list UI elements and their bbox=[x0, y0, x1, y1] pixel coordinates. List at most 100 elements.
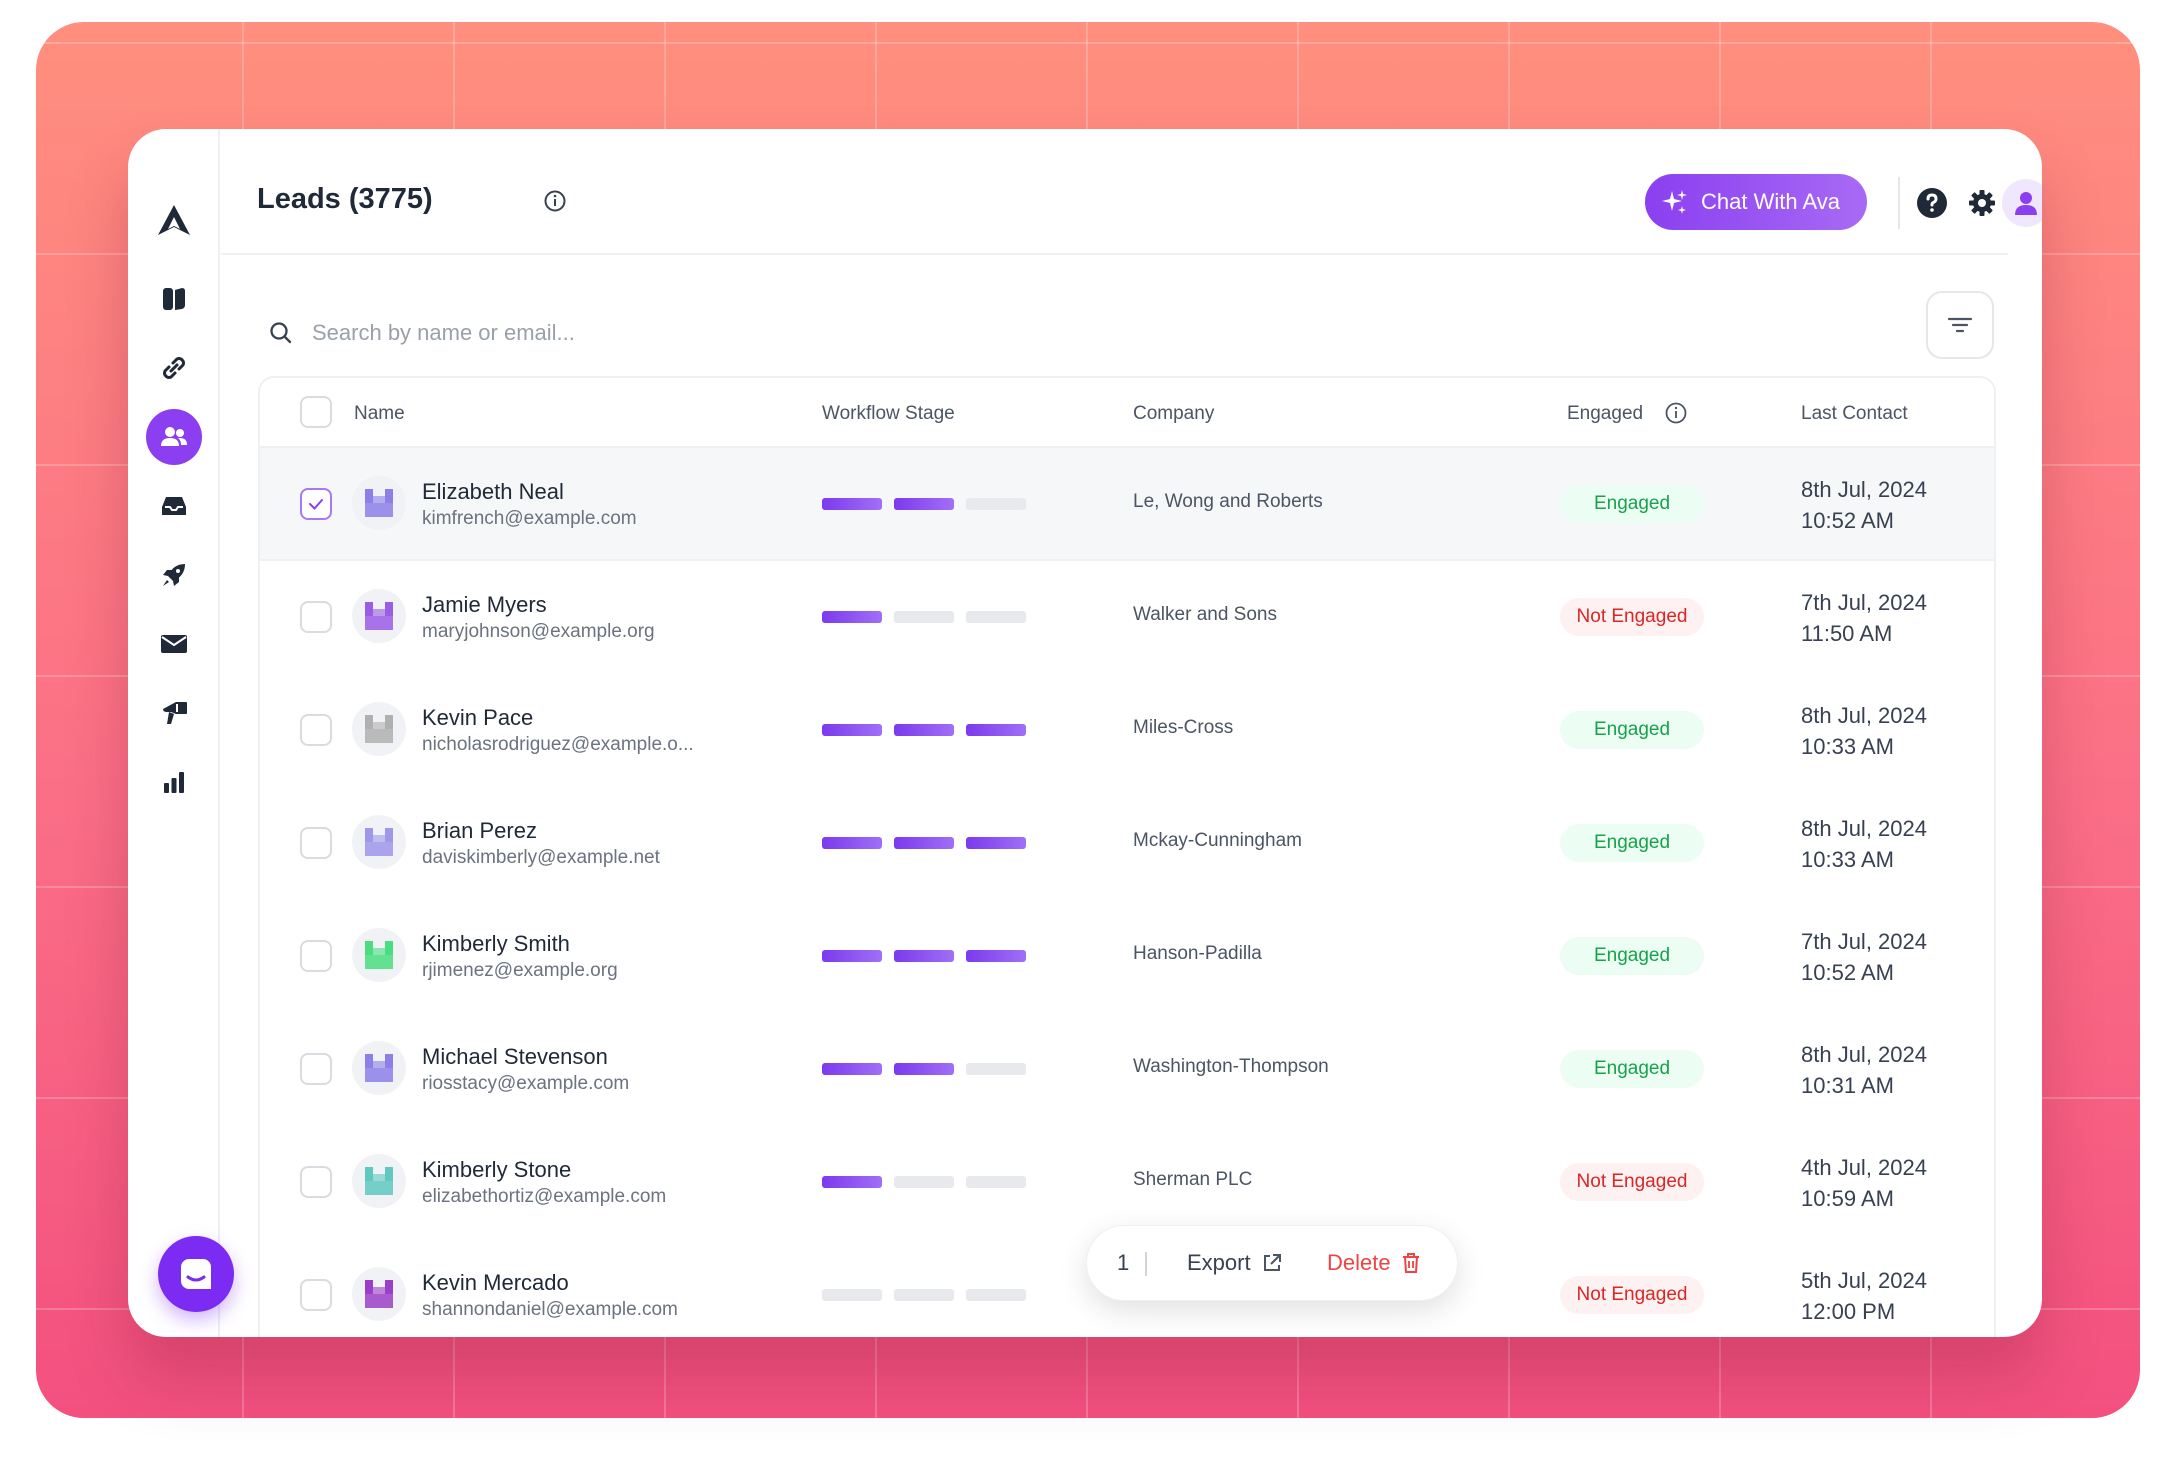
last-contact: 7th Jul, 2024 11:50 AM bbox=[1801, 587, 1927, 649]
search-icon bbox=[270, 322, 292, 344]
column-header-company[interactable]: Company bbox=[1133, 403, 1215, 424]
last-contact-time: 10:33 AM bbox=[1801, 847, 1894, 872]
sidebar-item-links[interactable] bbox=[146, 340, 202, 396]
app-logo[interactable] bbox=[145, 191, 203, 249]
row-checkbox[interactable] bbox=[300, 827, 332, 859]
sidebar-item-book[interactable] bbox=[146, 271, 202, 327]
workflow-stage-progress bbox=[822, 498, 1026, 510]
sidebar bbox=[128, 129, 234, 1337]
lead-avatar bbox=[352, 589, 406, 643]
link-icon bbox=[163, 357, 185, 379]
column-header-name[interactable]: Name bbox=[354, 403, 405, 424]
last-contact-date: 5th Jul, 2024 bbox=[1801, 1268, 1927, 1293]
last-contact-date: 8th Jul, 2024 bbox=[1801, 816, 1927, 841]
lead-name[interactable]: Brian Perez bbox=[422, 818, 537, 843]
row-checkbox[interactable] bbox=[300, 940, 332, 972]
stage-segment bbox=[966, 1063, 1026, 1075]
sidebar-item-leads[interactable] bbox=[146, 409, 202, 465]
table-header: Name Workflow Stage Company Engaged Last… bbox=[260, 378, 1994, 448]
table-row[interactable]: Jamie Myers maryjohnson@example.org Walker… bbox=[260, 561, 1994, 674]
row-checkbox[interactable] bbox=[300, 1279, 332, 1311]
table-row[interactable]: Kevin Pace nicholasrodriguez@example.o...… bbox=[260, 674, 1994, 787]
last-contact-time: 10:31 AM bbox=[1801, 1073, 1894, 1098]
trash-icon bbox=[1402, 1253, 1419, 1273]
row-checkbox[interactable] bbox=[300, 601, 332, 633]
last-contact-date: 4th Jul, 2024 bbox=[1801, 1155, 1927, 1180]
lead-name[interactable]: Kimberly Smith bbox=[422, 931, 570, 956]
stage-segment bbox=[966, 724, 1026, 736]
sidebar-item-analytics[interactable] bbox=[146, 754, 202, 810]
lead-avatar bbox=[352, 702, 406, 756]
filter-button[interactable] bbox=[1926, 291, 1994, 359]
column-header-workflow-stage[interactable]: Workflow Stage bbox=[822, 403, 955, 424]
search-input[interactable] bbox=[312, 320, 1012, 346]
lead-name[interactable]: Elizabeth Neal bbox=[422, 479, 564, 504]
workflow-stage-progress bbox=[822, 724, 1026, 736]
bar-chart-icon bbox=[164, 772, 184, 793]
gear-icon bbox=[1969, 190, 1995, 216]
last-contact-date: 8th Jul, 2024 bbox=[1801, 1042, 1927, 1067]
chat-with-ava-label: Chat With Ava bbox=[1701, 189, 1840, 214]
sidebar-item-mail[interactable] bbox=[146, 616, 202, 672]
lead-name[interactable]: Kevin Pace bbox=[422, 705, 534, 730]
page-header: Leads (3775) Chat With Ava bbox=[221, 129, 2042, 255]
help-button[interactable] bbox=[1914, 185, 1950, 221]
stage-segment bbox=[894, 611, 954, 623]
stage-segment bbox=[894, 1176, 954, 1188]
delete-label: Delete bbox=[1327, 1250, 1391, 1275]
workflow-stage-progress bbox=[822, 1063, 1026, 1075]
last-contact-date: 8th Jul, 2024 bbox=[1801, 703, 1927, 728]
settings-button[interactable] bbox=[1964, 185, 2000, 221]
last-contact-time: 10:52 AM bbox=[1801, 960, 1894, 985]
select-all-checkbox[interactable] bbox=[300, 396, 332, 428]
sparkle-icon bbox=[1662, 190, 1687, 214]
last-contact-date: 8th Jul, 2024 bbox=[1801, 477, 1927, 502]
table-row[interactable]: Kimberly Smith rjimenez@example.org Hanson… bbox=[260, 900, 1994, 1013]
info-icon[interactable] bbox=[543, 189, 567, 213]
action-bar-divider bbox=[1145, 1252, 1147, 1276]
column-header-last-contact[interactable]: Last Contact bbox=[1801, 403, 1908, 424]
company-name: Le, Wong and Roberts bbox=[1133, 491, 1323, 512]
engagement-status-badge: Engaged bbox=[1560, 711, 1704, 749]
help-icon bbox=[1917, 188, 1947, 218]
page-title: Leads (3775) bbox=[257, 183, 433, 215]
support-chat-button[interactable] bbox=[158, 1236, 234, 1312]
mail-icon bbox=[161, 635, 187, 653]
lead-name[interactable]: Kimberly Stone bbox=[422, 1157, 572, 1182]
stage-segment bbox=[966, 498, 1026, 510]
sidebar-item-announcements[interactable] bbox=[146, 685, 202, 741]
leads-table: Name Workflow Stage Company Engaged Last… bbox=[258, 376, 1996, 1337]
info-icon[interactable] bbox=[1664, 401, 1688, 425]
stage-segment bbox=[822, 724, 882, 736]
lead-email: riosstacy@example.com bbox=[422, 1073, 630, 1094]
lead-name[interactable]: Jamie Myers bbox=[422, 592, 547, 617]
search-bar bbox=[268, 305, 1068, 361]
row-checkbox[interactable] bbox=[300, 488, 332, 520]
table-row[interactable]: Brian Perez daviskimberly@example.net Mcka… bbox=[260, 787, 1994, 900]
header-divider bbox=[1898, 177, 1900, 229]
workflow-stage-progress bbox=[822, 1289, 1026, 1301]
last-contact-date: 7th Jul, 2024 bbox=[1801, 590, 1927, 615]
row-checkbox[interactable] bbox=[300, 714, 332, 746]
table-row[interactable]: Kevin Mercado shannondaniel@example.com No… bbox=[260, 1239, 1994, 1337]
table-row[interactable]: Kimberly Stone elizabethortiz@example.com… bbox=[260, 1126, 1994, 1239]
column-header-engaged[interactable]: Engaged bbox=[1567, 403, 1644, 424]
lead-avatar bbox=[352, 1041, 406, 1095]
lead-name[interactable]: Kevin Mercado bbox=[422, 1270, 569, 1295]
last-contact-time: 10:33 AM bbox=[1801, 734, 1894, 759]
lead-avatar bbox=[352, 928, 406, 982]
table-row[interactable]: Michael Stevenson riosstacy@example.com Wa… bbox=[260, 1013, 1994, 1126]
row-checkbox[interactable] bbox=[300, 1166, 332, 1198]
lead-name[interactable]: Michael Stevenson bbox=[422, 1044, 608, 1069]
table-row[interactable]: Elizabeth Neal kimfrench@example.com Le, W… bbox=[260, 448, 1994, 561]
delete-button[interactable]: Delete bbox=[1327, 1250, 1421, 1276]
inbox-icon bbox=[162, 497, 186, 515]
selected-count: 1 bbox=[1117, 1250, 1130, 1275]
sidebar-item-inbox[interactable] bbox=[146, 478, 202, 534]
sidebar-item-campaigns[interactable] bbox=[146, 547, 202, 603]
export-button[interactable]: Export bbox=[1187, 1250, 1283, 1276]
user-avatar-button[interactable] bbox=[2002, 179, 2042, 227]
chat-with-ava-button[interactable]: Chat With Ava bbox=[1645, 174, 1867, 230]
row-checkbox[interactable] bbox=[300, 1053, 332, 1085]
stage-segment bbox=[822, 1176, 882, 1188]
